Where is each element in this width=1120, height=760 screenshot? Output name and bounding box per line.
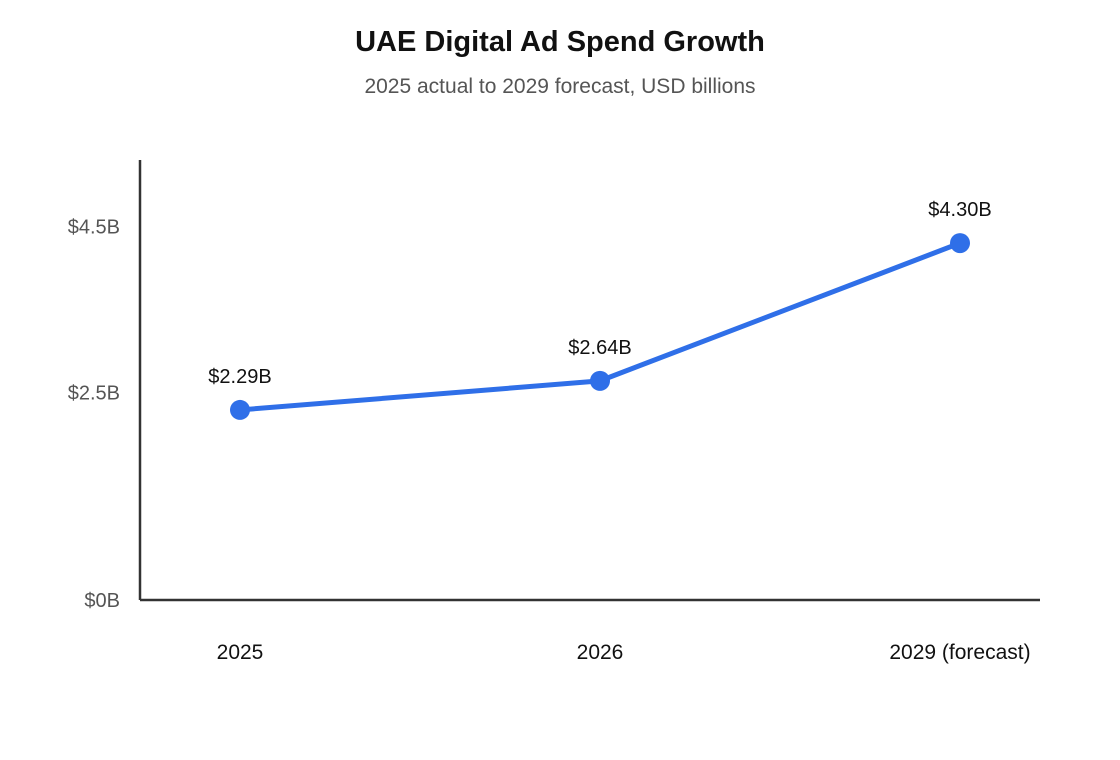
x-axis-ticks: 2025 2026 2029 (forecast)	[217, 641, 1031, 664]
data-label: $2.29B	[208, 366, 271, 388]
x-tick-label: 2029 (forecast)	[889, 641, 1030, 664]
data-label: $2.64B	[568, 337, 631, 359]
x-tick-label: 2025	[217, 641, 264, 664]
series-group: $2.29B $2.64B $4.30B	[208, 199, 992, 420]
chart-subtitle: 2025 actual to 2029 forecast, USD billio…	[364, 75, 756, 98]
y-tick-label: $4.5B	[68, 217, 120, 239]
data-point	[230, 399, 250, 420]
chart-title: UAE Digital Ad Spend Growth	[355, 26, 765, 58]
y-tick-label: $0B	[84, 590, 120, 612]
y-tick-label: $2.5B	[68, 383, 120, 405]
y-axis-ticks: $0B $2.5B $4.5B	[68, 217, 120, 613]
data-point	[590, 370, 610, 391]
data-label: $4.30B	[928, 199, 991, 221]
data-point	[950, 233, 970, 254]
x-tick-label: 2026	[577, 641, 624, 664]
